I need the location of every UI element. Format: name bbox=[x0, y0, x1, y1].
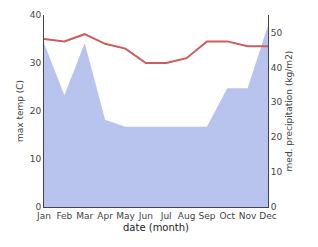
svg-text:0: 0 bbox=[271, 202, 277, 212]
svg-text:10: 10 bbox=[271, 167, 283, 177]
svg-text:Sep: Sep bbox=[198, 211, 215, 221]
svg-text:Jan: Jan bbox=[36, 211, 51, 221]
svg-text:0: 0 bbox=[35, 202, 41, 212]
svg-text:Nov: Nov bbox=[239, 211, 257, 221]
svg-text:Jun: Jun bbox=[138, 211, 153, 221]
svg-text:20: 20 bbox=[271, 132, 283, 142]
svg-text:Aug: Aug bbox=[178, 211, 196, 221]
svg-text:Feb: Feb bbox=[56, 211, 72, 221]
svg-text:50: 50 bbox=[271, 28, 283, 38]
svg-text:40: 40 bbox=[30, 10, 42, 20]
svg-text:10: 10 bbox=[30, 154, 42, 164]
svg-text:date (month): date (month) bbox=[123, 222, 189, 233]
svg-text:Oct: Oct bbox=[219, 211, 235, 221]
svg-text:20: 20 bbox=[30, 106, 42, 116]
svg-text:Jul: Jul bbox=[160, 211, 172, 221]
svg-text:Mar: Mar bbox=[76, 211, 93, 221]
svg-text:40: 40 bbox=[271, 63, 283, 73]
svg-text:30: 30 bbox=[30, 58, 42, 68]
svg-text:med. precipitation (kg/m2): med. precipitation (kg/m2) bbox=[284, 51, 294, 172]
svg-text:Apr: Apr bbox=[97, 211, 113, 221]
svg-text:May: May bbox=[116, 211, 135, 221]
svg-text:Dec: Dec bbox=[259, 211, 276, 221]
svg-text:30: 30 bbox=[271, 97, 283, 107]
svg-text:max temp (C): max temp (C) bbox=[15, 80, 25, 142]
